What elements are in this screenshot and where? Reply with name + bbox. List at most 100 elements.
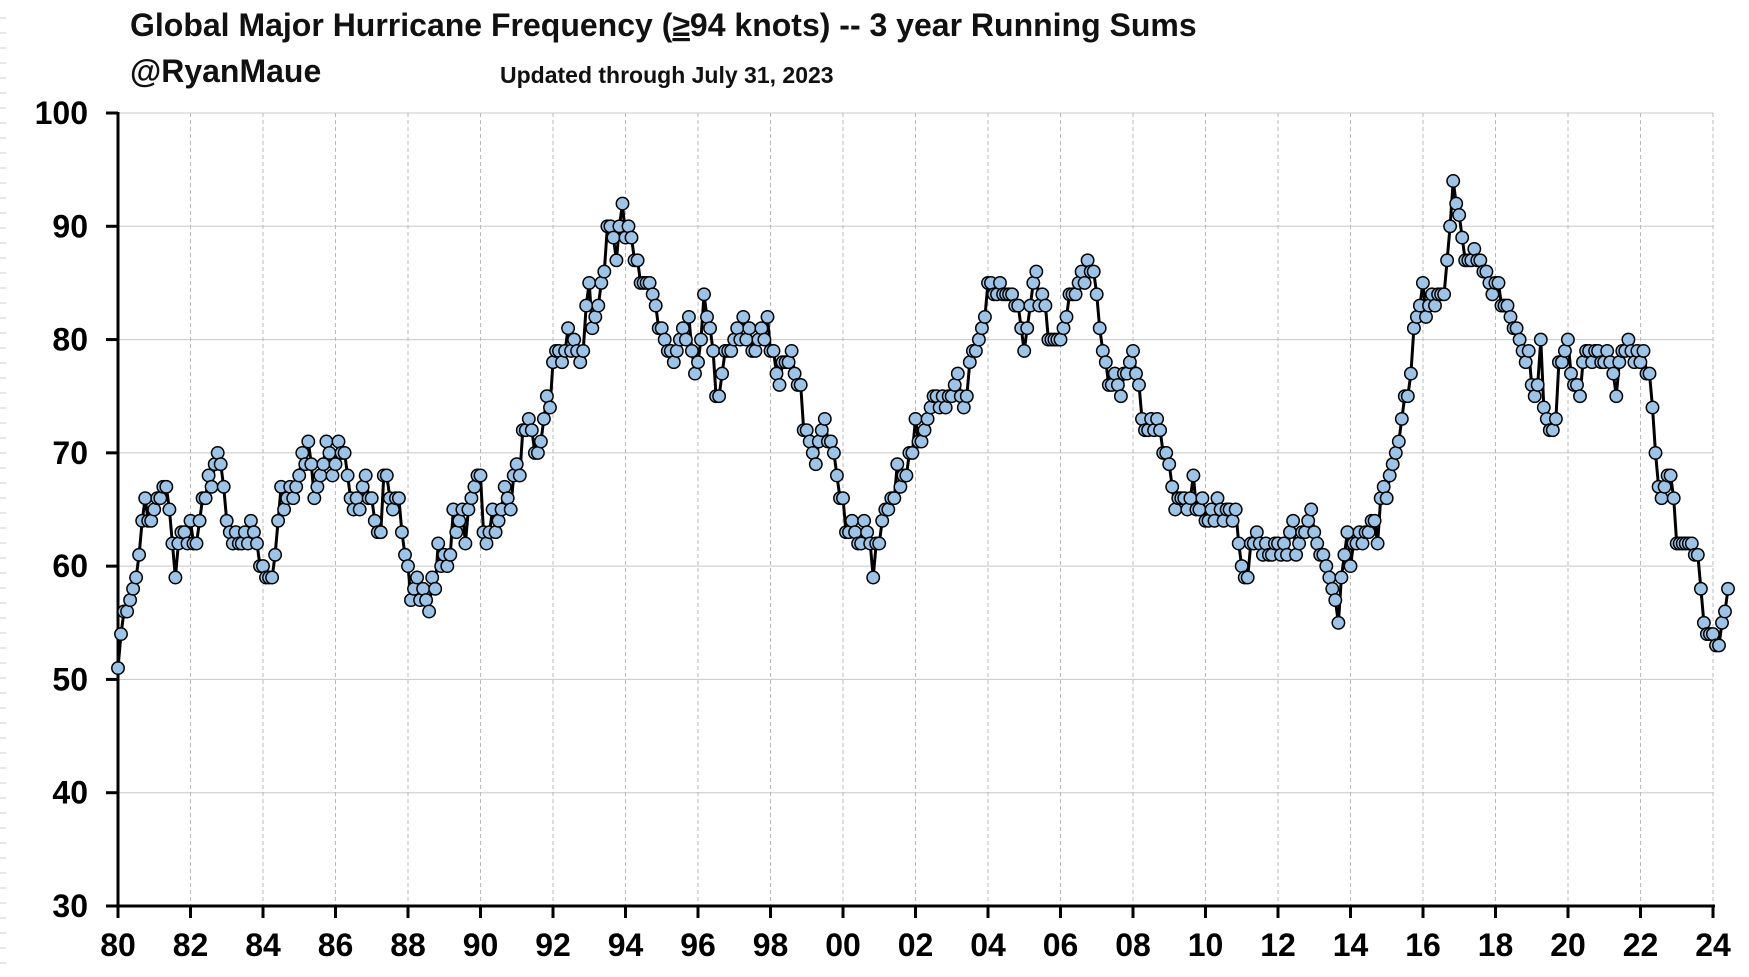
data-point	[213, 457, 228, 472]
data-point	[289, 479, 304, 494]
data-point	[971, 332, 986, 347]
data-point	[857, 513, 872, 528]
data-point	[654, 321, 669, 336]
data-point	[1195, 491, 1210, 506]
data-point	[1319, 559, 1334, 574]
data-point	[337, 445, 352, 460]
x-tick-label: 98	[753, 927, 789, 963]
data-point	[322, 445, 337, 460]
data-point	[977, 309, 992, 324]
data-point	[1231, 536, 1246, 551]
data-point	[533, 434, 548, 449]
data-point	[464, 491, 479, 506]
data-point	[1696, 615, 1711, 630]
data-point	[1621, 332, 1636, 347]
data-point	[1509, 321, 1524, 336]
data-point	[539, 389, 554, 404]
data-point	[697, 287, 711, 302]
data-point	[1548, 411, 1563, 426]
data-point	[473, 468, 488, 483]
data-point	[684, 343, 699, 358]
data-point	[1029, 264, 1044, 279]
data-point	[962, 355, 977, 370]
data-point	[760, 309, 775, 324]
data-point	[597, 264, 612, 279]
data-point	[1322, 570, 1337, 585]
chart-title: Global Major Hurricane Frequency (≥94 kn…	[130, 7, 1197, 43]
data-point	[817, 411, 832, 426]
data-point	[875, 513, 890, 528]
data-point	[890, 457, 905, 472]
data-point	[319, 434, 334, 449]
data-point	[138, 491, 153, 506]
data-point	[1304, 502, 1319, 517]
data-point	[1337, 547, 1352, 562]
data-point	[1334, 570, 1349, 585]
data-point	[111, 661, 125, 676]
data-point	[645, 287, 660, 302]
data-point	[1059, 309, 1074, 324]
data-point	[887, 491, 902, 506]
data-point	[1527, 389, 1542, 404]
data-point	[899, 468, 914, 483]
title-geq-symbol: ≥	[672, 7, 690, 43]
x-tick-label: 12	[1260, 927, 1296, 963]
data-point	[394, 525, 409, 540]
data-point	[192, 513, 207, 528]
data-point	[416, 581, 431, 596]
data-point	[162, 502, 177, 517]
data-point	[467, 479, 482, 494]
data-point	[805, 445, 820, 460]
data-point	[349, 491, 364, 506]
data-point	[845, 513, 859, 528]
data-point	[1035, 287, 1050, 302]
x-tick-label: 10	[1188, 927, 1224, 963]
data-point	[500, 491, 515, 506]
data-point	[648, 298, 663, 313]
data-point	[808, 457, 823, 472]
x-tick-label: 20	[1550, 927, 1586, 963]
x-tick-label: 24	[1695, 927, 1731, 963]
data-point	[379, 468, 394, 483]
data-point	[1473, 253, 1488, 268]
data-point	[219, 513, 234, 528]
data-point	[1249, 525, 1264, 540]
data-point	[385, 502, 400, 517]
data-point	[1122, 355, 1137, 370]
data-point	[829, 468, 844, 483]
data-point	[331, 434, 346, 449]
data-point	[132, 547, 147, 562]
data-point	[1455, 230, 1470, 245]
data-point	[536, 411, 551, 426]
data-point	[1289, 547, 1304, 562]
data-point	[419, 593, 434, 608]
data-point	[488, 525, 503, 540]
data-point	[1343, 559, 1358, 574]
data-point	[1240, 570, 1255, 585]
data-point	[1600, 343, 1615, 358]
data-point	[1406, 321, 1421, 336]
data-point	[256, 559, 270, 574]
data-point	[1564, 366, 1578, 381]
data-point	[316, 457, 331, 472]
data-point	[431, 536, 446, 551]
data-point	[1077, 275, 1092, 290]
data-point	[458, 536, 473, 551]
data-point	[521, 411, 536, 426]
data-point	[189, 536, 204, 551]
data-point	[144, 513, 159, 528]
data-point	[1382, 468, 1397, 483]
data-point	[198, 491, 213, 506]
data-point	[1715, 615, 1729, 630]
data-point	[1467, 241, 1482, 256]
data-point	[826, 445, 841, 460]
data-point	[1557, 343, 1572, 358]
data-point	[630, 253, 645, 268]
data-point	[216, 479, 231, 494]
data-point	[1310, 536, 1325, 551]
data-point	[1570, 377, 1584, 392]
data-point	[724, 343, 739, 358]
data-point	[1690, 547, 1705, 562]
data-point	[974, 321, 989, 336]
